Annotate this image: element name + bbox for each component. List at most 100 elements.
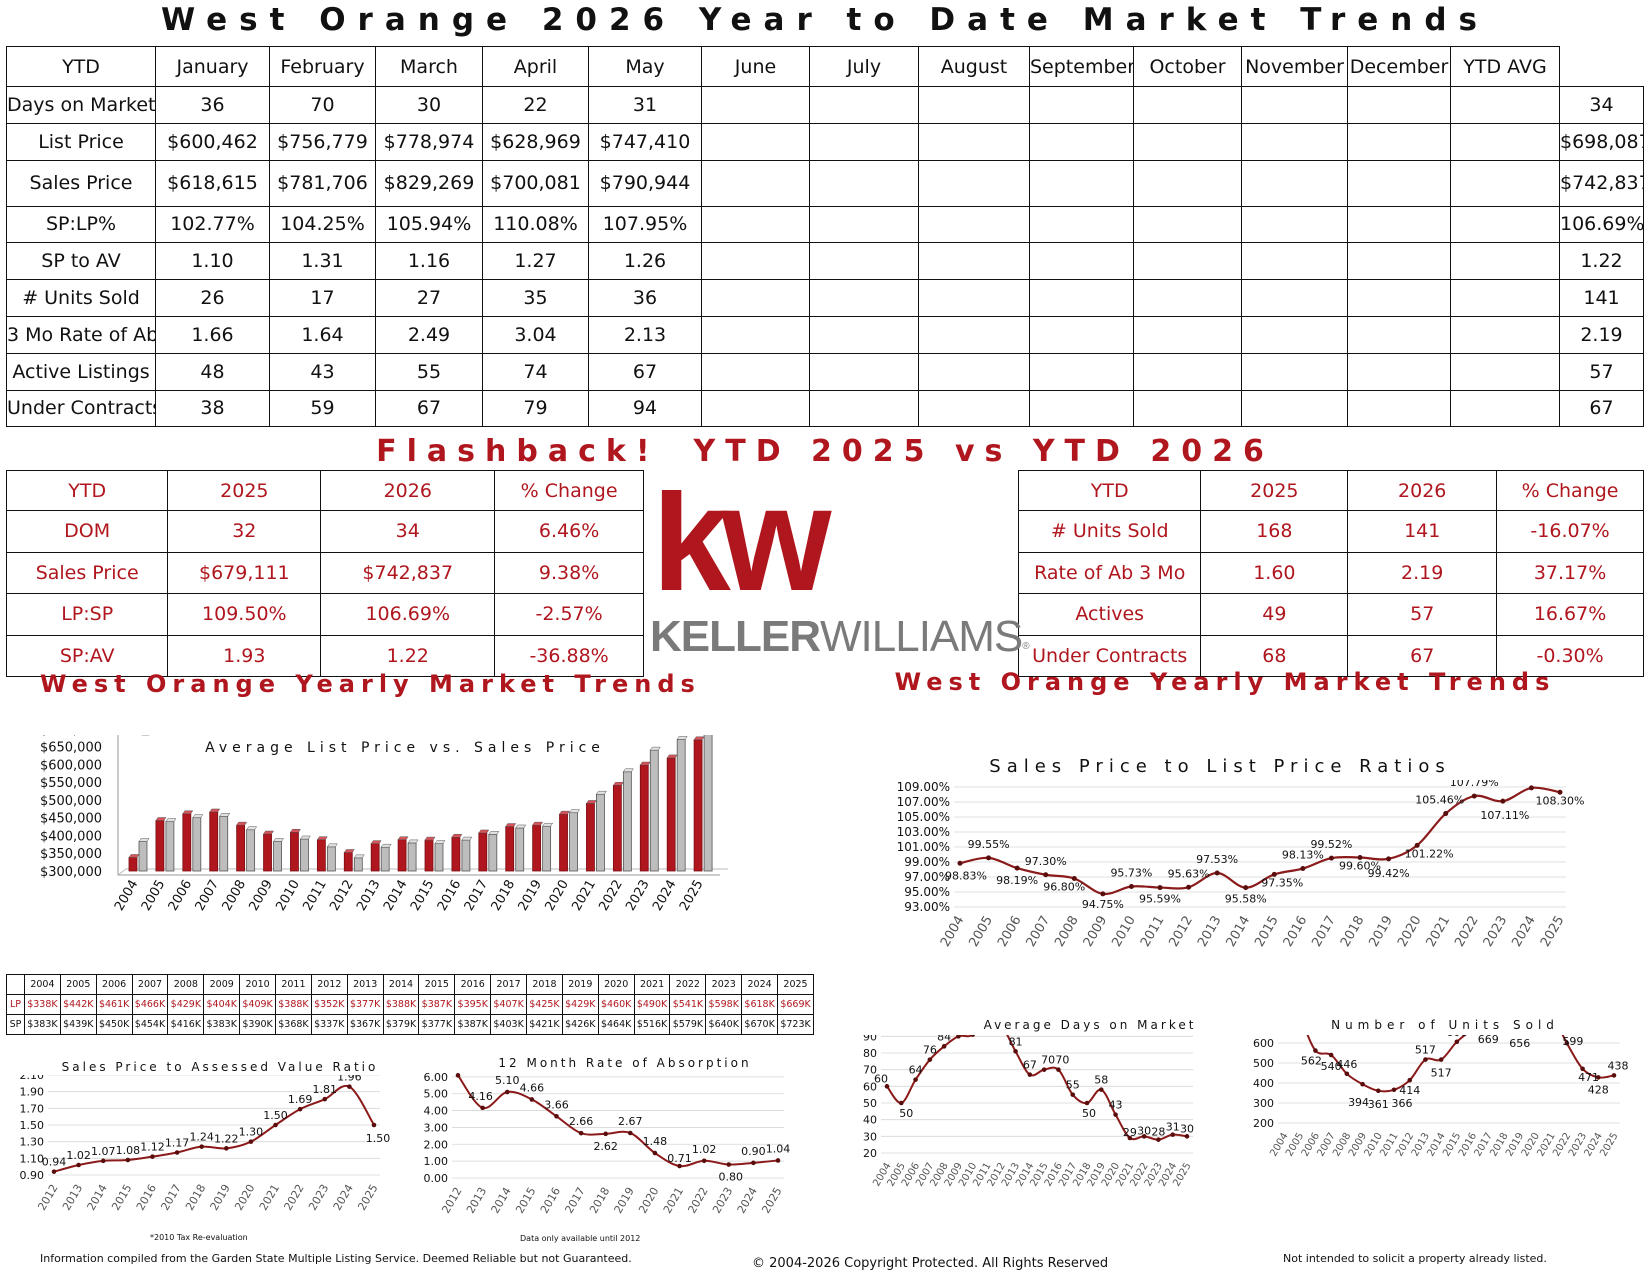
line-chart-ytick: 1.50 (20, 1119, 45, 1132)
flashback-row: Actives 49 57 16.67% (1017, 593, 1644, 636)
bar-top-face (478, 829, 490, 834)
bar-sales-price (138, 841, 148, 872)
line-point (1344, 1071, 1350, 1077)
line-chart-xtick: 2008 (1052, 914, 1082, 950)
ytd-cell (1347, 86, 1451, 124)
ytd-cell (1347, 122, 1451, 161)
ytd-cell (1241, 86, 1348, 124)
ytd-cell (1133, 279, 1242, 317)
year-table-lp-value: $404K (203, 994, 241, 1015)
ytd-avg-cell: 67 (1559, 389, 1644, 428)
line-chart-xtick: 2013 (1195, 914, 1225, 950)
line-data-label: 99.55% (968, 838, 1010, 851)
flashback-cell: 109.50% (167, 593, 322, 636)
ytd-cell: 67 (375, 389, 483, 428)
ytd-cell (809, 279, 919, 317)
bar-sales-price (569, 812, 578, 872)
line-point (956, 1035, 961, 1039)
year-table-year: 2022 (669, 974, 707, 995)
year-table-lp-value: $388K (275, 994, 312, 1015)
line-point (1360, 1081, 1365, 1087)
line-chart-xtick: 2024 (331, 1182, 356, 1213)
line-point (898, 1100, 904, 1106)
year-table-sp-value: $670K (741, 1014, 779, 1035)
year-table-sp-value: $426K (561, 1014, 599, 1035)
absorption-note: Data only available until 2012 (520, 1234, 641, 1243)
year-table-year: 2013 (346, 974, 384, 995)
flashback-row: Sales Price $679,111 $742,837 9.38% (5, 551, 644, 595)
line-chart-xtick: 2025 (759, 1185, 784, 1216)
ytd-cell (1133, 352, 1242, 391)
bar-top-face (219, 812, 231, 817)
year-table-corner (6, 974, 25, 995)
bar-top-face (569, 809, 581, 813)
line-data-label: 2.66 (569, 1115, 594, 1128)
ytd-cell (1450, 205, 1560, 244)
ytd-col-header: July (809, 46, 919, 87)
bar-sales-price (461, 839, 471, 872)
line-chart-xtick: 2017 (158, 1182, 183, 1213)
year-table-lp-value: $409K (239, 994, 277, 1015)
line-point (986, 855, 992, 861)
line-chart-xtick: 2004 (938, 914, 968, 950)
line-chart-xtick: 2018 (1338, 914, 1368, 950)
line-chart-ytick: 20 (863, 1147, 877, 1160)
line-point (1407, 1077, 1413, 1083)
ytd-row-label: SP to AV (6, 242, 156, 281)
ytd-col-header: YTD (6, 46, 156, 87)
bar-sales-price (353, 857, 363, 872)
line-point (224, 1146, 229, 1151)
bar-chart-xtick: 2005 (139, 878, 169, 914)
ytd-cell (701, 352, 810, 391)
line-point (1141, 1134, 1147, 1139)
ytd-cell: 35 (482, 279, 589, 317)
year-table-year: 2020 (597, 974, 635, 995)
ytd-cell (918, 86, 1030, 124)
ytd-cell (1347, 352, 1451, 391)
ytd-col-header: March (375, 46, 483, 87)
line-point (1564, 1040, 1570, 1046)
line-data-label: 1.12 (140, 1141, 165, 1154)
chart-absorption: 0.001.002.003.004.005.006.007.0020122013… (424, 1070, 791, 1216)
ytd-row-label: Under Contracts (6, 389, 156, 428)
year-table-lp-value: $460K (597, 994, 635, 1015)
year-table-sp-value: $403K (490, 1014, 528, 1035)
line-point (1391, 1087, 1397, 1093)
chart-list-vs-sales: $300,000 $350,000 $400,000 $450,000 $500,000… (40, 735, 728, 914)
line-point (504, 1089, 510, 1095)
bar-top-face (263, 830, 275, 835)
bar-top-face (693, 736, 705, 741)
line-chart-ytick: 1.70 (20, 1102, 45, 1115)
ytd-cell (701, 159, 810, 207)
keller-williams-logo-text: KELLERWILLIAMS® (650, 612, 1030, 662)
ytd-cell (1347, 159, 1451, 207)
line-data-label: 540 (1321, 1060, 1342, 1073)
chart-sp-lp-ratio: 93.00%95.00%97.00%99.00%101.00%103.00%10… (897, 780, 1585, 950)
ytd-cell (1029, 159, 1134, 207)
bar-top-face (532, 821, 544, 826)
flashback-cell: 168 (1200, 510, 1349, 553)
bar-top-face (343, 849, 355, 853)
line-data-label: 60 (874, 1072, 888, 1085)
flashback-cell: -36.88% (494, 634, 644, 678)
line-chart-ytick: 0.90 (20, 1169, 45, 1182)
ytd-cell (918, 122, 1030, 161)
flashback-cell: 1.60 (1200, 551, 1349, 595)
ytd-cell (1450, 86, 1560, 124)
line-chart-xtick: 2014 (85, 1182, 110, 1213)
ytd-cell: $829,269 (375, 159, 483, 207)
bar-top-face (209, 808, 221, 813)
ytd-avg-cell: 106.69% (1559, 205, 1644, 244)
bar-chart-xtick: 2010 (273, 878, 303, 914)
line-data-label: 656 (1509, 1037, 1530, 1050)
flashback-title: Flashback! YTD 2025 vs YTD 2026 (0, 434, 1650, 469)
line-data-label: 361 (1368, 1098, 1389, 1111)
bar-top-face (461, 836, 473, 841)
flashback-col-header: % Change (494, 470, 644, 511)
ytd-col-header: January (155, 46, 270, 87)
ytd-cell (809, 122, 919, 161)
line-point (1386, 856, 1392, 862)
section-title-right: West Orange Yearly Market Trends (894, 668, 1556, 696)
line-point (1214, 870, 1220, 876)
line-point (1375, 1088, 1381, 1094)
